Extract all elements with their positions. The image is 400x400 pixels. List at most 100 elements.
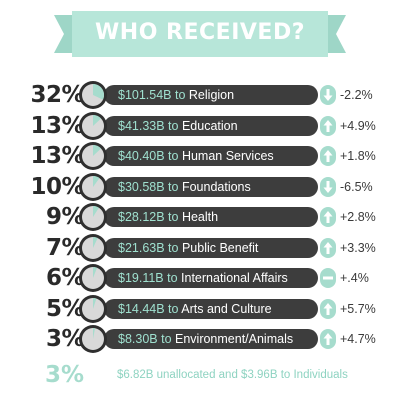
amount-value: $30.58B — [118, 179, 165, 194]
trend-glyph — [323, 276, 333, 280]
share-pie-icon — [79, 325, 107, 353]
percent-label: 6% — [45, 265, 85, 291]
footer-note: $6.82B unallocated and $3.96B to Individ… — [117, 369, 348, 381]
pie-slice — [93, 267, 98, 278]
recipient-bar: $101.54B to Religion — [104, 85, 318, 105]
bar-label: $14.44B to Arts and Culture — [118, 299, 272, 319]
trend-glyph — [323, 119, 333, 132]
arrow-up-icon — [320, 329, 336, 349]
amount-value: $41.33B — [118, 118, 165, 133]
amount-value: $21.63B — [118, 240, 165, 255]
recipient-bar: $21.63B to Public Benefit — [104, 237, 318, 258]
change-value: +4.9% — [340, 118, 376, 133]
pie-slice — [93, 84, 104, 100]
arrow-up-icon — [320, 146, 336, 166]
share-pie-icon — [79, 111, 107, 140]
recipient-row: 6% $19.11B to International Affairs +.4% — [0, 263, 400, 293]
recipient-bar: $19.11B to International Affairs — [104, 268, 318, 288]
share-pie-icon — [79, 264, 107, 292]
minus-icon — [320, 268, 336, 288]
arrow-down-icon — [320, 85, 336, 105]
pie-slice — [93, 175, 100, 187]
recipient-row: 7% $21.63B to Public Benefit +3.3% — [0, 233, 400, 263]
category-name: Education — [181, 118, 238, 133]
recipient-bar: $41.33B to Education — [104, 115, 318, 136]
category-name: Arts and Culture — [181, 301, 272, 316]
to-word: to — [164, 301, 182, 316]
percent-label: 9% — [45, 204, 85, 230]
change-value: +2.8% — [340, 210, 376, 224]
to-word: to — [164, 179, 182, 194]
recipient-bar: $28.12B to Health — [104, 207, 318, 227]
to-word: to — [157, 332, 175, 346]
amount-value: $40.40B — [118, 149, 165, 163]
share-pie-icon — [79, 142, 107, 170]
arrow-up-icon — [320, 115, 336, 136]
category-name: Human Services — [181, 149, 274, 163]
percent-label: 13% — [30, 112, 84, 139]
bar-label: $21.63B to Public Benefit — [118, 238, 258, 258]
recipient-bar: $8.30B to Environment/Animals — [104, 329, 318, 349]
pie-slice — [93, 236, 98, 248]
bar-label: $41.33B to Education — [118, 116, 238, 136]
amount-value: $14.44B — [118, 301, 165, 316]
percent-label: 32% — [30, 82, 84, 108]
bar-label: $28.12B to Health — [118, 207, 218, 227]
trend-glyph — [323, 241, 333, 254]
share-pie-icon — [79, 294, 107, 323]
share-pie-icon — [79, 81, 107, 109]
recipient-row: 9% $28.12B to Health +2.8% — [0, 202, 400, 232]
bar-label: $19.11B to International Affairs — [118, 268, 288, 288]
change-value: +3.3% — [340, 240, 376, 255]
to-word: to — [164, 210, 182, 224]
chart-title: WHO RECEIVED? — [95, 20, 305, 45]
to-word: to — [164, 118, 182, 133]
pie-slice — [93, 145, 102, 156]
category-name: International Affairs — [181, 271, 288, 285]
change-value: +.4% — [340, 271, 369, 285]
trend-glyph — [323, 180, 333, 193]
percent-label: 5% — [45, 295, 85, 322]
category-name: Environment/Animals — [175, 332, 294, 346]
arrow-down-icon — [320, 176, 336, 197]
to-word: to — [164, 240, 182, 255]
recipient-row: 5% $14.44B to Arts and Culture +5.7% — [0, 294, 400, 324]
trend-glyph — [323, 302, 333, 315]
bar-label: $8.30B to Environment/Animals — [118, 329, 293, 349]
pie-slice — [93, 297, 97, 309]
category-name: Health — [181, 210, 219, 224]
change-value: +5.7% — [340, 301, 376, 316]
bar-label: $30.58B to Foundations — [118, 177, 251, 197]
change-value: +4.7% — [340, 332, 376, 346]
trend-glyph — [323, 150, 333, 162]
recipient-row: 32% $101.54B to Religion -2.2% — [0, 80, 400, 110]
category-name: Public Benefit — [181, 240, 259, 255]
amount-value: $8.30B — [118, 332, 158, 346]
arrow-up-icon — [320, 207, 336, 227]
recipient-row: 13% $41.33B to Education +4.9% — [0, 111, 400, 141]
to-word: to — [171, 88, 189, 102]
category-name: Religion — [188, 88, 235, 102]
change-value: -6.5% — [340, 179, 373, 194]
pie-slice — [93, 327, 96, 339]
trend-glyph — [323, 89, 333, 101]
recipient-bar: $40.40B to Human Services — [104, 146, 318, 166]
percent-label: 10% — [30, 173, 84, 200]
share-pie-icon — [79, 172, 107, 201]
percent-label: 3% — [45, 326, 85, 352]
arrow-up-icon — [320, 237, 336, 258]
recipient-row: 3% $8.30B to Environment/Animals +4.7% — [0, 324, 400, 354]
amount-value: $28.12B — [118, 210, 165, 224]
pie-slice — [93, 114, 102, 126]
title-banner: WHO RECEIVED? — [54, 11, 346, 57]
recipient-bar: $30.58B to Foundations — [104, 176, 318, 197]
arrow-up-icon — [320, 298, 336, 319]
recipient-row: 10% $30.58B to Foundations -6.5% — [0, 172, 400, 202]
change-value: +1.8% — [340, 149, 376, 163]
share-pie-icon — [79, 203, 107, 231]
share-pie-icon — [79, 233, 107, 262]
percent-label: 7% — [45, 234, 85, 261]
banner-ribbon — [54, 11, 346, 57]
amount-value: $19.11B — [118, 271, 164, 285]
trend-glyph — [323, 211, 333, 223]
